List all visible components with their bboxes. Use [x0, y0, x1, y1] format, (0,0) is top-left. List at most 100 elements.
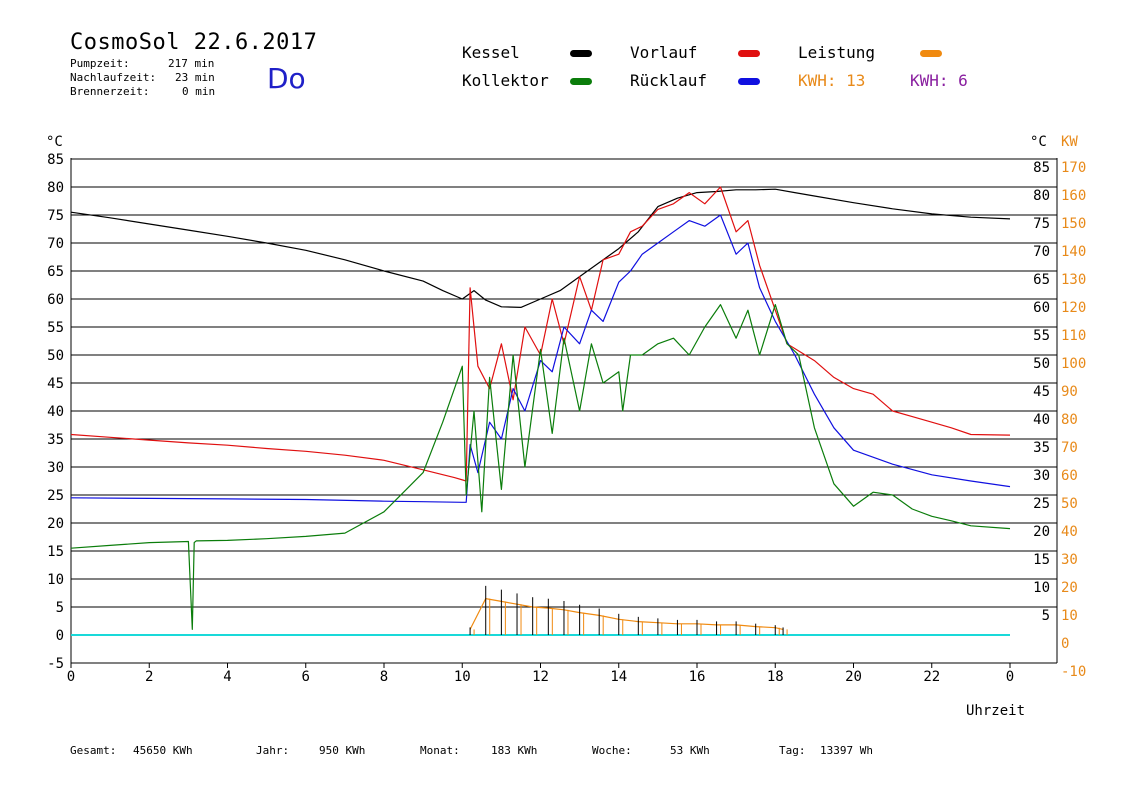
x-tick-label: 12	[532, 669, 549, 685]
y-tick-label-left: 10	[47, 572, 64, 588]
y-tick-label-left: 80	[47, 180, 64, 196]
y-tick-label-right-kw: 40	[1061, 524, 1078, 540]
series-line-vorlauf	[70, 186, 1011, 482]
legend-kessel-swatch	[570, 50, 592, 57]
x-tick-label: 6	[302, 669, 310, 685]
y-tick-label-right-celsius: 85	[1033, 160, 1050, 176]
y-tick-label-right-kw: 20	[1061, 580, 1078, 596]
y-tick-label-left: 75	[47, 208, 64, 224]
stat-label-nachlaufzeit: Nachlaufzeit:	[70, 71, 157, 84]
legend-kollektor-swatch	[570, 78, 592, 85]
x-tick-label: 18	[767, 669, 784, 685]
y-axis-unit-right-celsius: °C	[1030, 134, 1047, 150]
footer-monat-value: 183 KWh	[491, 744, 538, 757]
y-tick-label-left: 50	[47, 348, 64, 364]
y-tick-label-left: 45	[47, 376, 64, 392]
x-tick-label: 0	[67, 669, 75, 685]
y-tick-label-right-kw: 60	[1061, 468, 1078, 484]
stat-value-pumpzeit: 217 min	[168, 57, 215, 70]
y-tick-label-right-celsius: 65	[1033, 272, 1050, 288]
series-line-kessel	[70, 188, 1011, 308]
chart-energy-spikes	[469, 585, 788, 635]
y-tick-label-right-kw: 70	[1061, 440, 1078, 456]
y-tick-label-right-kw: 110	[1061, 328, 1086, 344]
stat-label-pumpzeit: Pumpzeit:	[70, 57, 130, 70]
y-tick-label-right-kw: 140	[1061, 244, 1086, 260]
y-tick-label-right-celsius: 70	[1033, 244, 1050, 260]
y-tick-label-right-kw: 130	[1061, 272, 1086, 288]
stat-label-brennerzeit: Brennerzeit:	[70, 85, 150, 98]
y-tick-label-left: 65	[47, 264, 64, 280]
footer-jahr-value: 950 KWh	[319, 744, 366, 757]
y-tick-label-left: 40	[47, 404, 64, 420]
y-tick-label-right-celsius: 20	[1033, 524, 1050, 540]
x-tick-label: 0	[1006, 669, 1014, 685]
y-tick-label-left: -5	[47, 656, 64, 672]
y-tick-label-right-celsius: 5	[1042, 608, 1050, 624]
y-tick-label-right-kw: 80	[1061, 412, 1078, 428]
chart-axes	[70, 158, 1058, 664]
y-tick-label-right-kw: 10	[1061, 608, 1078, 624]
y-tick-label-right-celsius: 10	[1033, 580, 1050, 596]
y-tick-label-left: 70	[47, 236, 64, 252]
footer-woche-label: Woche:	[592, 744, 632, 757]
y-tick-label-right-kw: 170	[1061, 160, 1086, 176]
legend-kollektor-label: Kollektor	[462, 71, 549, 90]
footer-monat-label: Monat:	[420, 744, 460, 757]
y-tick-label-right-kw: 30	[1061, 552, 1078, 568]
y-tick-label-left: 15	[47, 544, 64, 560]
footer-gesamt-label: Gesamt:	[70, 744, 117, 757]
y-tick-label-left: 35	[47, 432, 64, 448]
x-tick-label: 20	[845, 669, 862, 685]
x-tick-label: 10	[454, 669, 471, 685]
y-tick-label-left: 85	[47, 152, 64, 168]
y-tick-label-right-celsius: 50	[1033, 356, 1050, 372]
y-tick-label-right-kw: 100	[1061, 356, 1086, 372]
legend-vorlauf-swatch	[738, 50, 760, 57]
y-tick-label-right-celsius: 75	[1033, 216, 1050, 232]
x-tick-label: 14	[610, 669, 627, 685]
x-tick-label: 8	[380, 669, 388, 685]
legend-leistung-label: Leistung	[798, 43, 876, 62]
x-tick-label: 16	[689, 669, 706, 685]
y-axis-unit-left: °C	[46, 134, 63, 150]
footer-gesamt-value: 45650 KWh	[133, 744, 193, 757]
y-tick-label-right-celsius: 40	[1033, 412, 1050, 428]
y-tick-label-right-celsius: 35	[1033, 440, 1050, 456]
y-tick-label-right-kw: 90	[1061, 384, 1078, 400]
legend-kessel-label: Kessel	[462, 43, 520, 62]
y-tick-label-left: 0	[56, 628, 64, 644]
x-tick-label: 4	[223, 669, 231, 685]
legend-kwh-solar: KWH: 13	[798, 71, 866, 90]
y-tick-label-left: 20	[47, 516, 64, 532]
y-tick-label-right-kw: 120	[1061, 300, 1086, 316]
y-tick-label-left: 60	[47, 292, 64, 308]
legend-kwh-second: KWH: 6	[910, 71, 968, 90]
chart-ticks: -505101520253035404550556065707580855101…	[47, 152, 1086, 685]
y-tick-label-right-celsius: 25	[1033, 496, 1050, 512]
legend-leistung-swatch	[920, 50, 942, 57]
legend-vorlauf-label: Vorlauf	[630, 43, 698, 62]
y-tick-label-left: 25	[47, 488, 64, 504]
y-tick-label-left: 5	[56, 600, 64, 616]
y-tick-label-right-celsius: 30	[1033, 468, 1050, 484]
x-axis-label: Uhrzeit	[966, 703, 1025, 719]
y-tick-label-left: 30	[47, 460, 64, 476]
weekday-label: Do	[267, 62, 306, 95]
y-tick-label-left: 55	[47, 320, 64, 336]
y-tick-label-right-kw: 50	[1061, 496, 1078, 512]
y-tick-label-right-celsius: 45	[1033, 384, 1050, 400]
y-tick-label-right-kw: 0	[1061, 636, 1069, 652]
chart-grid	[71, 158, 1057, 608]
footer-woche-value: 53 KWh	[670, 744, 710, 757]
y-tick-label-right-celsius: 80	[1033, 188, 1050, 204]
chart-title: CosmoSol 22.6.2017	[70, 30, 318, 55]
y-tick-label-right-celsius: 55	[1033, 328, 1050, 344]
footer-tag-value: 13397 Wh	[820, 744, 873, 757]
footer-tag-label: Tag:	[779, 744, 806, 757]
y-tick-label-right-kw: 160	[1061, 188, 1086, 204]
stat-value-brennerzeit: 0 min	[182, 85, 216, 98]
series-line-kollektor	[70, 304, 1011, 631]
legend-ruecklauf-swatch	[738, 78, 760, 85]
x-tick-label: 2	[145, 669, 153, 685]
